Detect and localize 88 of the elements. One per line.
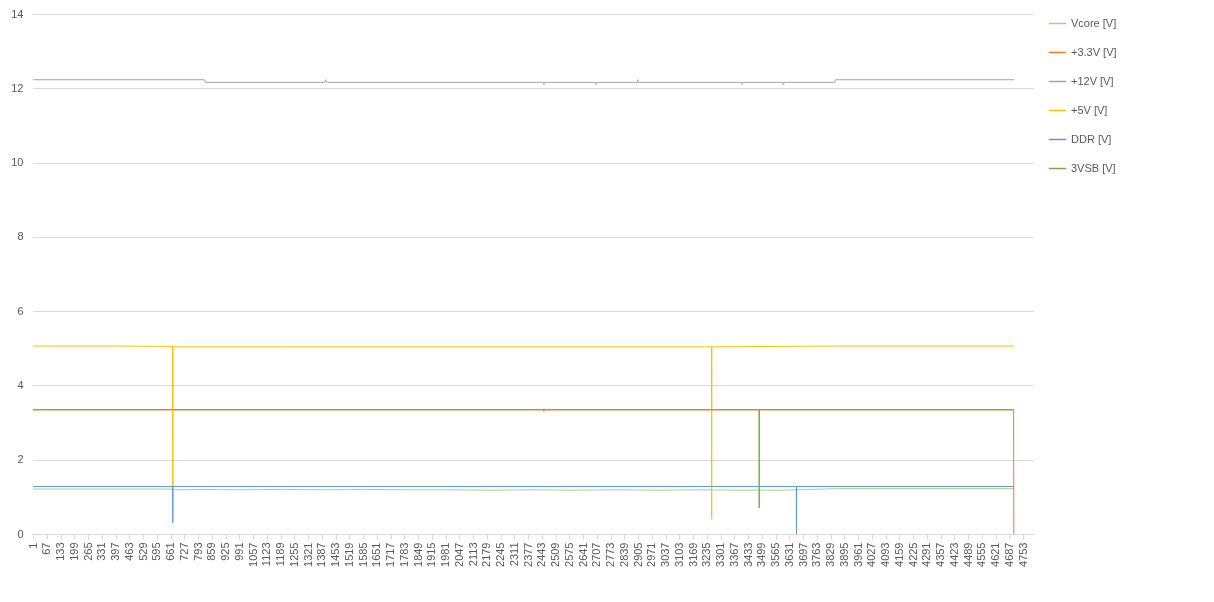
x-tick-label: 3895 [837,542,850,567]
legend-label: 3VSB [V] [1071,161,1116,174]
x-tick-label: 1651 [370,542,383,567]
x-tick-label: 3499 [755,542,768,567]
x-tick-label: 1387 [315,542,328,567]
legend-label: +12V [V] [1071,74,1114,87]
x-tick-label: 1519 [342,542,355,567]
x-tick-label: 859 [205,542,218,561]
x-tick-label: 2047 [452,542,465,567]
x-tick-label: 2839 [617,542,630,567]
x-tick-label: 1783 [397,542,410,567]
x-tick-label: 1915 [425,542,438,567]
x-tick-label: 3565 [769,542,782,567]
x-tick-label: 2971 [645,542,658,567]
y-tick-label: 4 [17,378,24,391]
x-tick-label: 199 [67,542,80,561]
y-tick-label: 6 [17,304,24,317]
x-tick-label: 1585 [356,542,369,567]
x-tick-label: 1189 [274,542,287,567]
x-tick-label: 1 [26,542,39,549]
x-tick-label: 3037 [659,542,672,567]
x-tick-label: 2773 [604,542,617,567]
x-tick-label: 727 [177,542,190,561]
x-tick-label: 3367 [727,542,740,567]
x-tick-label: 2179 [480,542,493,567]
y-tick-label: 8 [17,230,24,243]
legend-label: +3.3V [V] [1071,45,1117,58]
x-tick-label: 463 [122,542,135,561]
x-tick-label: 3169 [686,542,699,567]
y-tick-label: 14 [11,7,24,20]
x-tick-label: 3697 [796,542,809,567]
x-tick-label: 4555 [975,542,988,567]
x-tick-label: 3235 [700,542,713,567]
x-tick-label: 1453 [329,542,342,567]
x-tick-label: 2311 [507,542,520,567]
x-tick-label: 529 [136,542,149,561]
x-tick-label: 1321 [301,542,314,567]
x-tick-label: 1717 [384,542,397,567]
x-tick-label: 4291 [920,542,933,567]
legend-label: Vcore [V] [1071,16,1117,29]
x-tick-label: 1981 [439,542,452,567]
x-tick-label: 4423 [947,542,960,567]
x-tick-label: 2905 [631,542,644,567]
x-tick-label: 925 [219,542,232,561]
x-tick-label: 265 [81,542,94,561]
line-series [32,345,1015,520]
x-tick-label: 4753 [1016,542,1029,567]
x-tick-label: 2575 [562,542,575,567]
x-tick-label: 3103 [672,542,685,567]
y-tick-label: 0 [17,527,24,540]
x-tick-label: 331 [95,542,108,561]
x-tick-label: 4687 [1002,542,1015,567]
x-tick-label: 3763 [810,542,823,567]
x-tick-label: 4225 [906,542,919,567]
x-tick-label: 1057 [246,542,259,567]
x-tick-label: 2509 [549,542,562,567]
x-tick-label: 793 [191,542,204,561]
x-tick-label: 2443 [535,542,548,567]
x-tick-label: 133 [54,542,67,561]
x-tick-label: 4093 [879,542,892,567]
x-tick-label: 67 [40,542,53,555]
x-tick-label: 2707 [590,542,603,567]
x-tick-label: 3829 [824,542,837,567]
x-tick-label: 2377 [521,542,534,567]
x-tick-label: 2641 [576,542,589,567]
x-tick-label: 397 [109,542,122,561]
x-tick-label: 1123 [260,542,273,567]
x-tick-label: 661 [164,542,177,561]
y-tick-label: 2 [17,453,24,466]
x-tick-label: 3631 [782,542,795,567]
y-tick-label: 12 [11,81,24,94]
x-tick-label: 4027 [865,542,878,567]
legend-label: DDR [V] [1071,132,1112,145]
x-tick-label: 1849 [411,542,424,567]
x-tick-label: 3961 [851,542,864,567]
x-tick-label: 1255 [287,542,300,567]
x-tick-label: 595 [150,542,163,561]
x-tick-label: 3433 [741,542,754,567]
x-tick-label: 4489 [961,542,974,567]
x-tick-label: 2245 [494,542,507,567]
x-tick-label: 2113 [466,542,479,567]
x-tick-label: 991 [232,542,245,561]
x-tick-label: 4159 [892,542,905,567]
legend-label: +5V [V] [1071,103,1108,116]
x-tick-label: 4357 [934,542,947,567]
x-tick-label: 4621 [989,542,1002,567]
y-tick-label: 10 [11,156,24,169]
x-tick-label: 3301 [714,542,727,567]
